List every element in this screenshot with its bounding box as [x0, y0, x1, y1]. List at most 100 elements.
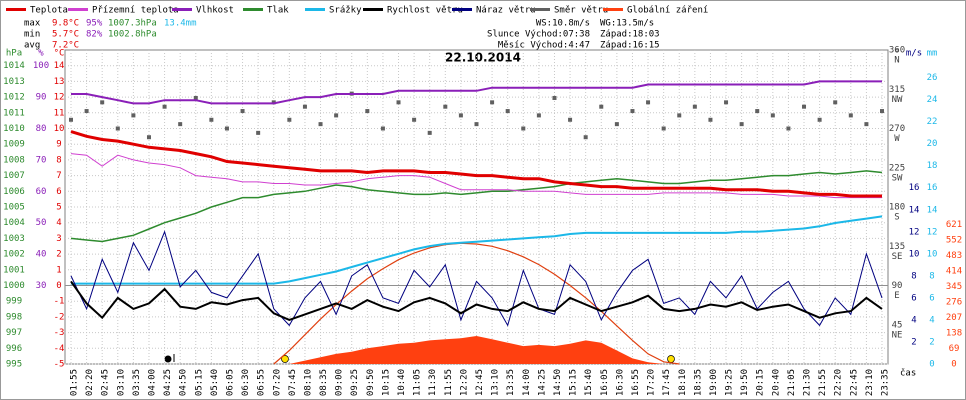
direction-dot — [802, 104, 807, 109]
direction-dot — [677, 113, 682, 118]
series-line — [70, 280, 883, 321]
y-tick-label: 1004 — [3, 218, 25, 228]
y-tick-label: 70 — [36, 155, 47, 165]
direction-dot — [396, 100, 401, 105]
stat-value: 13.4mm — [164, 19, 197, 29]
legend-label: Vlhkost — [196, 6, 234, 16]
x-tick-label: 09:00 — [335, 369, 345, 396]
y-tick-label: 22 — [927, 117, 938, 127]
y-tick-label: 276 — [946, 298, 962, 308]
x-tick-label: 02:20 — [85, 369, 95, 396]
x-tick-label: 04:00 — [147, 369, 157, 396]
y-tick-label: 1000 — [3, 281, 25, 291]
legend-swatch — [530, 8, 550, 11]
x-tick-label: 04:50 — [179, 369, 189, 396]
stat-value: 7.2°C — [52, 41, 79, 51]
y-tick-label: 8 — [929, 271, 934, 281]
y-tick-label: 483 — [946, 251, 962, 261]
direction-dot — [568, 117, 573, 122]
y-tick-label: 3 — [56, 234, 61, 244]
y-tick-label: 2 — [911, 337, 916, 347]
direction-dot — [786, 126, 791, 131]
direction-dot — [490, 100, 495, 105]
direction-dot — [162, 104, 167, 109]
y-tick-label: 1007 — [3, 171, 25, 181]
y-tick-label: 552 — [946, 236, 962, 246]
direction-dot — [770, 113, 775, 118]
x-tick-label: 06:55 — [257, 369, 267, 396]
y-tick-label: 1013 — [3, 77, 25, 87]
y-tick-label: 207 — [946, 313, 962, 323]
direction-label: NE — [892, 330, 903, 340]
direction-dot — [583, 135, 588, 140]
y-tick-label: 5 — [56, 203, 61, 213]
direction-dot — [100, 100, 105, 105]
x-tick-label: 17:20 — [647, 369, 657, 396]
y-tick-label: 60 — [36, 187, 47, 197]
y-tick-label: 1006 — [3, 187, 25, 197]
y-tick-label: 4 — [911, 315, 916, 325]
direction-dot — [69, 117, 73, 122]
x-tick-label: 18:35 — [693, 369, 703, 396]
axis-title: mm — [927, 49, 938, 59]
x-tick-label: 02:45 — [101, 369, 111, 396]
y-tick-label: -4 — [54, 344, 65, 354]
direction-label: S — [894, 213, 899, 223]
series-line — [70, 130, 882, 198]
x-tick-label: 23:10 — [865, 369, 875, 396]
series-line — [70, 230, 883, 327]
y-tick-label: 0 — [929, 360, 934, 370]
series-line — [70, 153, 882, 199]
direction-dot — [427, 130, 432, 135]
y-tick-label: 1002 — [3, 250, 25, 260]
x-tick-label: 13:10 — [491, 369, 501, 396]
y-tick-label: 1003 — [3, 234, 25, 244]
direction-dot — [646, 100, 651, 105]
x-tick-label: 07:45 — [288, 369, 298, 396]
x-tick-label: 11:30 — [428, 369, 438, 396]
direction-dot — [443, 104, 448, 109]
y-tick-label: 10 — [927, 249, 938, 259]
direction-dot — [131, 113, 136, 118]
y-tick-label: 69 — [949, 344, 960, 354]
info-text: Slunce Východ:07:38 — [487, 30, 590, 40]
y-tick-label: 24 — [927, 95, 938, 105]
direction-dot — [661, 126, 666, 131]
direction-dot — [412, 117, 417, 122]
direction-dot — [115, 126, 120, 131]
legend-label: Srážky — [329, 6, 362, 16]
legend-label: Směr větru — [554, 6, 608, 16]
direction-dot — [880, 109, 884, 114]
direction-dot — [599, 104, 604, 109]
direction-dot — [302, 104, 307, 109]
x-tick-label: 19:25 — [725, 369, 735, 396]
x-tick-label: 22:20 — [834, 369, 844, 396]
x-tick-label: 11:55 — [444, 369, 454, 396]
y-tick-label: 998 — [6, 312, 22, 322]
direction-dot — [146, 135, 151, 140]
x-tick-label: 03:35 — [132, 369, 142, 396]
direction-dot — [380, 126, 385, 131]
axis-title: hPa — [6, 49, 22, 59]
y-tick-label: 2 — [929, 337, 934, 347]
y-tick-label: 414 — [946, 267, 962, 277]
x-tick-label: 08:35 — [319, 369, 329, 396]
x-tick-label: 20:40 — [771, 369, 781, 396]
direction-dot — [193, 95, 198, 100]
legend-swatch — [363, 8, 383, 11]
y-tick-label: 138 — [946, 329, 962, 339]
stat-value: 1002.8hPa — [108, 30, 157, 40]
direction-label: SE — [892, 252, 903, 262]
x-tick-label: 03:10 — [116, 369, 126, 396]
y-tick-label: 225 — [889, 163, 905, 173]
legend-label: Globální záření — [627, 6, 708, 16]
direction-dot — [474, 122, 479, 127]
moonrise-marker — [164, 355, 172, 363]
direction-dot — [817, 117, 822, 122]
y-tick-label: 45 — [892, 320, 903, 330]
y-tick-label: 0 — [56, 281, 61, 291]
x-tick-label: 09:25 — [350, 369, 360, 396]
radiation-area — [71, 336, 882, 364]
y-tick-label: 12 — [927, 227, 938, 237]
direction-dot — [692, 104, 697, 109]
